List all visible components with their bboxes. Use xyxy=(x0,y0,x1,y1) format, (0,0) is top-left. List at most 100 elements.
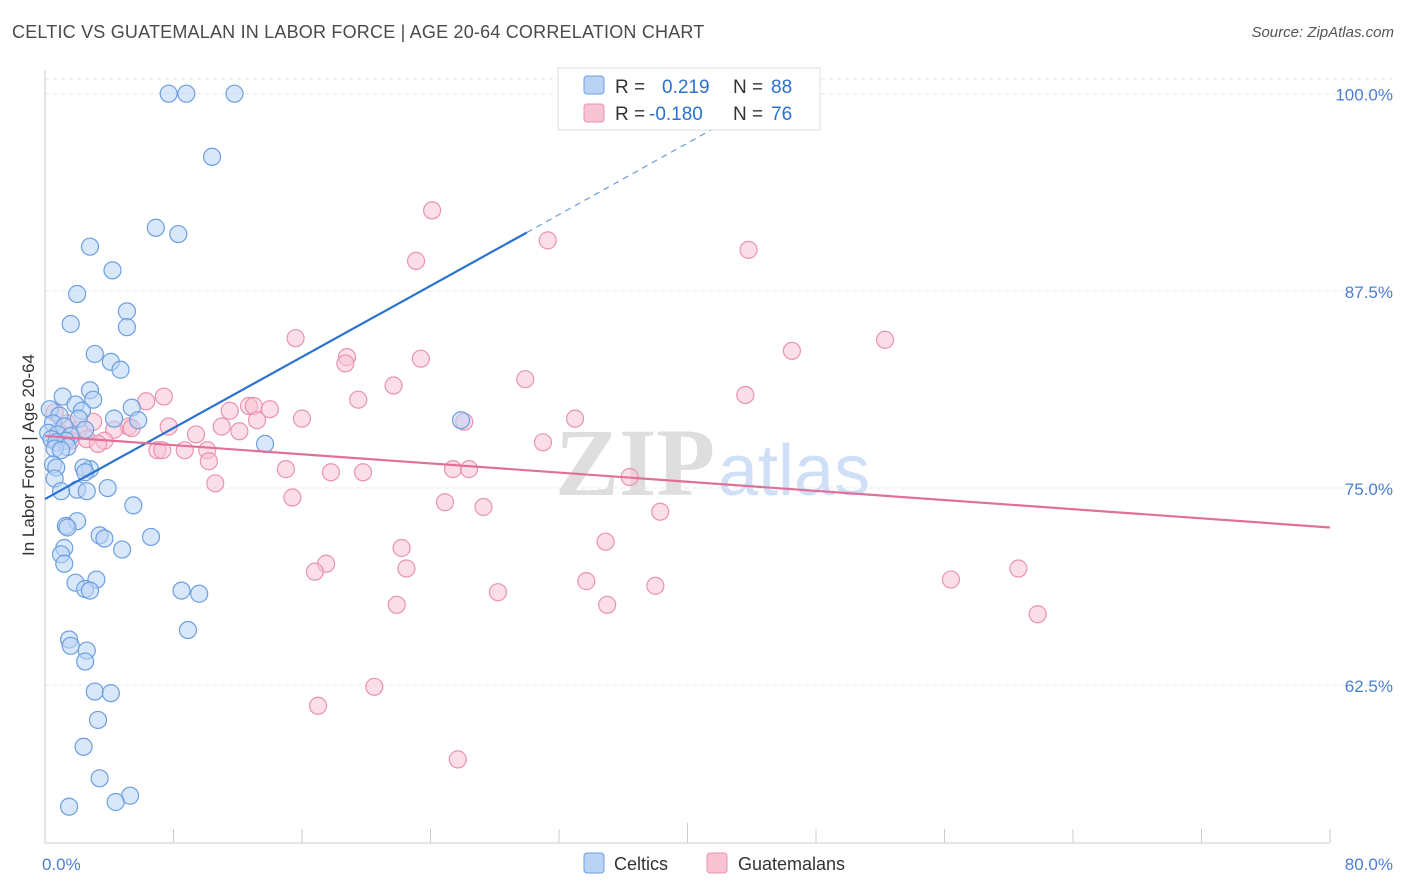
y-tick-label: 100.0% xyxy=(1335,86,1393,105)
guatemalans-point xyxy=(646,576,665,595)
bottom-legend-guatemalans: Guatemalans xyxy=(738,854,845,874)
y-tick-label: 75.0% xyxy=(1345,480,1393,499)
y-tick-label: 62.5% xyxy=(1345,677,1393,696)
guatemalans-point xyxy=(153,441,172,460)
celtics-point xyxy=(61,314,80,334)
celtics-point xyxy=(61,636,80,655)
celtics-point xyxy=(146,218,165,237)
guatemalans-point xyxy=(276,460,296,479)
y-axis-label: In Labor Force | Age 20-64 xyxy=(19,354,38,556)
top-legend: R = 0.219 N = 88 R = -0.180 N = 76 xyxy=(557,67,821,131)
guatemalans-point xyxy=(782,341,802,360)
celtics-trend-extension xyxy=(526,97,769,234)
celtics-point xyxy=(172,581,191,600)
celtics-point xyxy=(117,318,137,337)
guatemalans-point xyxy=(565,409,585,428)
celtics-point xyxy=(451,411,471,430)
celtics-point xyxy=(124,496,143,515)
guatemalans-point xyxy=(736,385,755,405)
legend-r-label-2: R = xyxy=(615,104,645,125)
guatemalans-point xyxy=(365,677,384,696)
guatemalans-points xyxy=(45,201,1047,769)
legend-r-label-1: R = xyxy=(615,77,645,98)
celtics-point xyxy=(77,482,96,501)
x-tick-label-max: 80.0% xyxy=(1345,855,1393,874)
guatemalans-point xyxy=(423,201,442,220)
guatemalans-point xyxy=(443,460,463,479)
celtics-point xyxy=(85,682,104,701)
celtics-points xyxy=(39,84,471,816)
celtics-point xyxy=(177,84,196,103)
celtics-point xyxy=(104,409,124,428)
celtics-point xyxy=(225,84,244,103)
celtics-point xyxy=(255,434,275,453)
celtics-point xyxy=(103,261,122,280)
bottom-legend-swatch-celtics xyxy=(583,852,605,874)
guatemalans-point xyxy=(596,532,615,551)
celtics-point xyxy=(84,390,103,409)
celtics-point xyxy=(95,529,114,548)
guatemalans-point xyxy=(1009,559,1028,578)
guatemalans-point xyxy=(411,349,430,368)
watermark-atlas: atlas xyxy=(718,431,870,511)
guatemalans-point xyxy=(175,441,194,460)
celtics-point xyxy=(117,302,137,321)
guatemalans-point xyxy=(538,231,557,250)
guatemalans-point xyxy=(384,376,403,395)
trend-lines xyxy=(44,97,1331,529)
guatemalans-point xyxy=(88,434,108,453)
guatemalans-point xyxy=(533,433,553,452)
celtics-point xyxy=(101,684,120,703)
guatemalans-point xyxy=(1028,605,1047,624)
y-tick-label: 87.5% xyxy=(1345,283,1393,302)
guatemalans-point xyxy=(220,401,239,420)
guatemalans-point xyxy=(286,329,305,348)
guatemalans-point xyxy=(577,572,596,591)
legend-r-value-2: -0.180 xyxy=(649,104,703,125)
guatemalans-point xyxy=(598,595,617,614)
celtics-point xyxy=(129,411,148,430)
guatemalans-point xyxy=(260,400,279,419)
guatemalans-point xyxy=(321,463,341,482)
guatemalans-point xyxy=(305,562,324,581)
guatemalans-point xyxy=(435,493,455,512)
guatemalans-point xyxy=(308,696,328,715)
guatemalans-point xyxy=(941,570,961,589)
legend-swatch-celtics xyxy=(583,75,605,95)
celtics-point xyxy=(202,147,222,166)
guatemalans-point xyxy=(283,488,302,507)
celtics-point xyxy=(111,360,130,379)
legend-n-label-2: N = xyxy=(733,104,763,125)
guatemalans-point xyxy=(199,452,218,471)
celtics-point xyxy=(76,652,95,671)
guatemalans-point xyxy=(387,595,406,614)
celtics-point xyxy=(58,518,77,537)
legend-n-value-1: 88 xyxy=(771,77,792,98)
guatemalans-point xyxy=(292,409,312,428)
guatemalans-point xyxy=(349,390,368,409)
grid xyxy=(45,78,1392,686)
guatemalans-point xyxy=(336,354,355,373)
x-tick-label-min: 0.0% xyxy=(42,855,81,874)
celtics-point xyxy=(76,463,95,482)
legend-n-label-1: N = xyxy=(733,77,763,98)
bottom-legend-swatch-guatemalans xyxy=(706,852,728,874)
guatemalans-point xyxy=(397,559,416,578)
guatemalans-point xyxy=(488,583,508,602)
celtics-point xyxy=(98,478,117,498)
celtics-point xyxy=(178,620,198,640)
guatemalans-point xyxy=(230,422,249,441)
guatemalans-point xyxy=(247,411,267,430)
guatemalans-point xyxy=(186,425,206,444)
celtics-point xyxy=(88,710,108,730)
guatemalans-point xyxy=(459,460,479,479)
guatemalans-point xyxy=(392,538,411,558)
bottom-legend: Celtics Guatemalans xyxy=(583,852,845,874)
celtics-point xyxy=(106,792,125,812)
celtics-point xyxy=(74,737,93,756)
guatemalans-point xyxy=(651,502,670,521)
celtics-point xyxy=(55,554,74,573)
axes: 62.5% 75.0% 87.5% 100.0% xyxy=(44,70,1393,844)
guatemalans-point xyxy=(212,417,231,436)
